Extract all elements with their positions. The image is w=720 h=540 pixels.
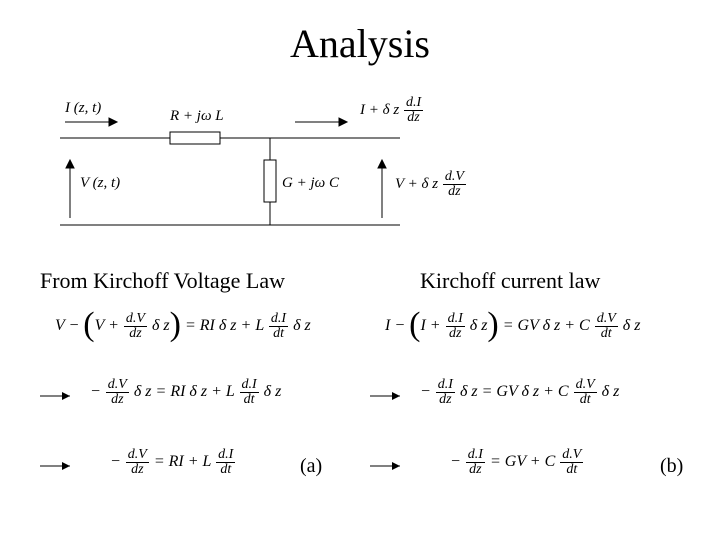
heading-kcl: Kirchoff current law (420, 268, 600, 294)
label-R-jwL: R + jω L (170, 108, 224, 125)
arrow-kcl-2to3 (370, 460, 410, 472)
label-I-dz: I + δ z d.Idz (360, 96, 424, 125)
eq-kvl1: V − (V + d.Vdz δ z) = RI δ z + L d.Idt δ… (55, 312, 311, 341)
label-V-dz: V + δ z d.Vdz (395, 170, 467, 199)
tag-b: (b) (660, 455, 683, 478)
eq-kcl3: − d.Idz = GV + C d.Vdt (450, 448, 584, 477)
tag-a: (a) (300, 455, 322, 478)
eq-kvl3: − d.Vdz = RI + L d.Idt (110, 448, 236, 477)
eq-kcl1: I − (I + d.Idz δ z) = GV δ z + C d.Vdt δ… (385, 312, 640, 341)
arrow-kcl-1to2 (370, 390, 410, 402)
heading-kvl: From Kirchoff Voltage Law (40, 268, 285, 294)
eq-kvl2: − d.Vdz δ z = RI δ z + L d.Idt δ z (90, 378, 281, 407)
arrow-kvl-1to2 (40, 390, 80, 402)
label-V-zt: V (z, t) (80, 175, 120, 192)
arrow-kvl-2to3 (40, 460, 80, 472)
circuit-diagram: I (z, t) R + jω L V (z, t) G + jω C I + … (60, 90, 460, 240)
label-G-jwC: G + jω C (282, 175, 339, 192)
label-I-zt: I (z, t) (65, 100, 101, 117)
eq-kcl2: − d.Idz δ z = GV δ z + C d.Vdt δ z (420, 378, 619, 407)
page-title: Analysis (0, 20, 720, 67)
